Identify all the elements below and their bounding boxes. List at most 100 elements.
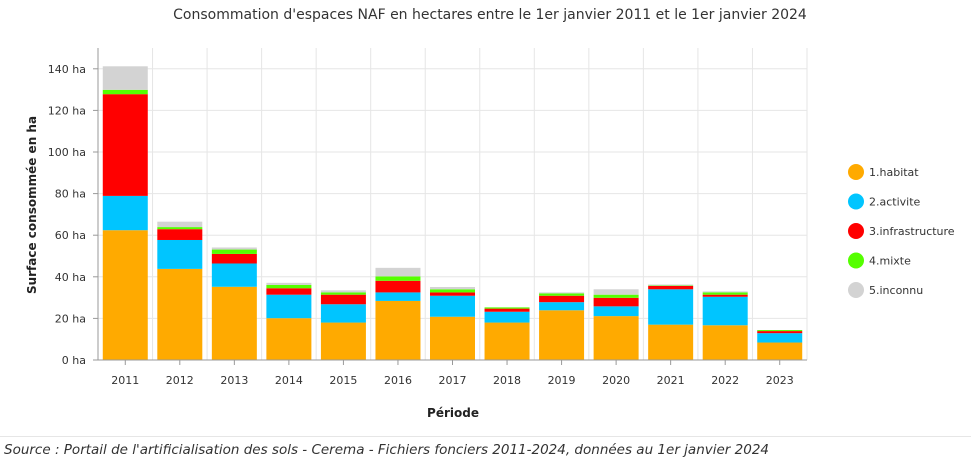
- x-tick-label: 2021: [657, 374, 685, 387]
- bar-segment-inconnu: [102, 66, 148, 90]
- bar-segment-activite: [648, 289, 694, 325]
- bar-segment-habitat: [648, 324, 694, 360]
- bar-segment-habitat: [375, 300, 421, 360]
- bar-segment-infrastructure: [430, 292, 475, 296]
- bar-segment-infrastructure: [211, 253, 257, 264]
- x-tick-label: 2013: [220, 374, 248, 387]
- bar-segment-activite: [320, 304, 366, 323]
- x-tick-label: 2022: [711, 374, 739, 387]
- bar-segment-mixte: [375, 276, 421, 281]
- stacked-bar-chart: Consommation d'espaces NAF en hectares e…: [25, 7, 955, 420]
- bar-segment-habitat: [320, 322, 366, 360]
- bar-segment-inconnu: [593, 289, 639, 295]
- source-note: Source : Portail de l'artificialisation …: [4, 442, 769, 458]
- y-tick-label: 80 ha: [55, 188, 86, 201]
- x-tick-label: 2016: [384, 374, 412, 387]
- bar-segment-inconnu: [648, 284, 694, 286]
- bar-segment-mixte: [157, 227, 203, 230]
- x-tick-label: 2023: [766, 374, 794, 387]
- bar-segment-habitat: [266, 318, 312, 360]
- bar-segment-infrastructure: [157, 229, 203, 240]
- bar-segment-inconnu: [211, 247, 257, 250]
- bar-segment-mixte: [484, 307, 530, 309]
- bar-segment-habitat: [211, 286, 257, 360]
- bar-segment-mixte: [102, 89, 148, 95]
- bar-segment-infrastructure: [320, 294, 366, 305]
- x-axis-label: Période: [427, 406, 479, 420]
- y-tick-label: 0 ha: [62, 354, 86, 367]
- legend-label: 5.inconnu: [869, 284, 923, 297]
- bar-segment-activite: [375, 292, 421, 301]
- bar-segment-habitat: [102, 230, 148, 360]
- bar-segment-inconnu: [702, 291, 748, 293]
- x-tick-label: 2014: [275, 374, 303, 387]
- bar-segment-infrastructure: [648, 285, 694, 290]
- y-tick-label: 120 ha: [48, 104, 86, 117]
- bar-segment-activite: [211, 263, 257, 287]
- bar-segment-infrastructure: [702, 294, 748, 297]
- x-tick-label: 2012: [166, 374, 194, 387]
- legend-marker: [848, 252, 864, 269]
- legend-label: 4.mixte: [869, 255, 911, 268]
- bar-segment-infrastructure: [539, 295, 585, 303]
- bar-segment-activite: [266, 294, 312, 319]
- bar-segment-inconnu: [375, 267, 421, 277]
- y-tick-label: 100 ha: [48, 146, 86, 159]
- bar-segment-infrastructure: [102, 94, 148, 196]
- bar-segment-activite: [702, 296, 748, 326]
- chart-title: Consommation d'espaces NAF en hectares e…: [173, 7, 807, 23]
- legend-marker: [848, 282, 864, 298]
- bar-segment-infrastructure: [757, 331, 803, 334]
- bar-segment-activite: [484, 311, 530, 323]
- bar-segment-inconnu: [157, 221, 203, 228]
- bar-segment-habitat: [757, 342, 803, 360]
- bar-segment-mixte: [539, 293, 585, 296]
- x-tick-label: 2015: [329, 374, 357, 387]
- legend-marker: [848, 223, 864, 239]
- x-tick-label: 2011: [111, 374, 139, 387]
- x-tick-label: 2018: [493, 374, 521, 387]
- bar-segment-inconnu: [320, 290, 366, 293]
- bar-segment-activite: [430, 295, 475, 317]
- bar-segment-habitat: [593, 316, 639, 360]
- bar-segment-habitat: [157, 268, 203, 360]
- bar-segment-inconnu: [539, 292, 585, 294]
- x-tick-label: 2020: [602, 374, 630, 387]
- legend-label: 2.activite: [869, 196, 921, 209]
- bar-segment-infrastructure: [266, 288, 312, 295]
- bar-segment-mixte: [430, 289, 475, 293]
- legend-label: 3.infrastructure: [869, 225, 955, 238]
- bar-segment-habitat: [539, 310, 585, 360]
- y-tick-label: 140 ha: [48, 63, 86, 76]
- x-tick-label: 2017: [439, 374, 467, 387]
- bar-segment-mixte: [757, 330, 803, 332]
- bar-segment-mixte: [211, 249, 257, 254]
- divider: [0, 436, 971, 437]
- bar-segment-infrastructure: [593, 297, 639, 307]
- bar-segment-mixte: [266, 284, 312, 289]
- bar-segment-inconnu: [266, 282, 312, 285]
- bar-segment-habitat: [702, 325, 748, 360]
- bar-segment-inconnu: [430, 286, 475, 290]
- y-axis-label: Surface consommée en ha: [25, 116, 39, 294]
- legend-marker: [848, 193, 864, 210]
- bar-segment-activite: [102, 195, 148, 231]
- y-tick-label: 40 ha: [55, 271, 86, 284]
- bar-segment-activite: [593, 306, 639, 317]
- bar-segment-activite: [757, 333, 803, 343]
- bar-segment-mixte: [702, 292, 748, 295]
- y-tick-label: 60 ha: [55, 229, 86, 242]
- x-tick-label: 2019: [548, 374, 576, 387]
- bar-segment-habitat: [484, 322, 530, 360]
- y-tick-label: 20 ha: [55, 312, 86, 325]
- bar-segment-activite: [157, 239, 203, 269]
- bar-segment-infrastructure: [484, 308, 530, 312]
- bar-segment-mixte: [320, 292, 366, 295]
- bar-segment-infrastructure: [375, 280, 421, 293]
- bar-segment-activite: [539, 302, 585, 311]
- legend-marker: [848, 164, 864, 180]
- legend-label: 1.habitat: [869, 166, 919, 179]
- bar-segment-mixte: [593, 294, 639, 298]
- bar-segment-habitat: [430, 316, 475, 360]
